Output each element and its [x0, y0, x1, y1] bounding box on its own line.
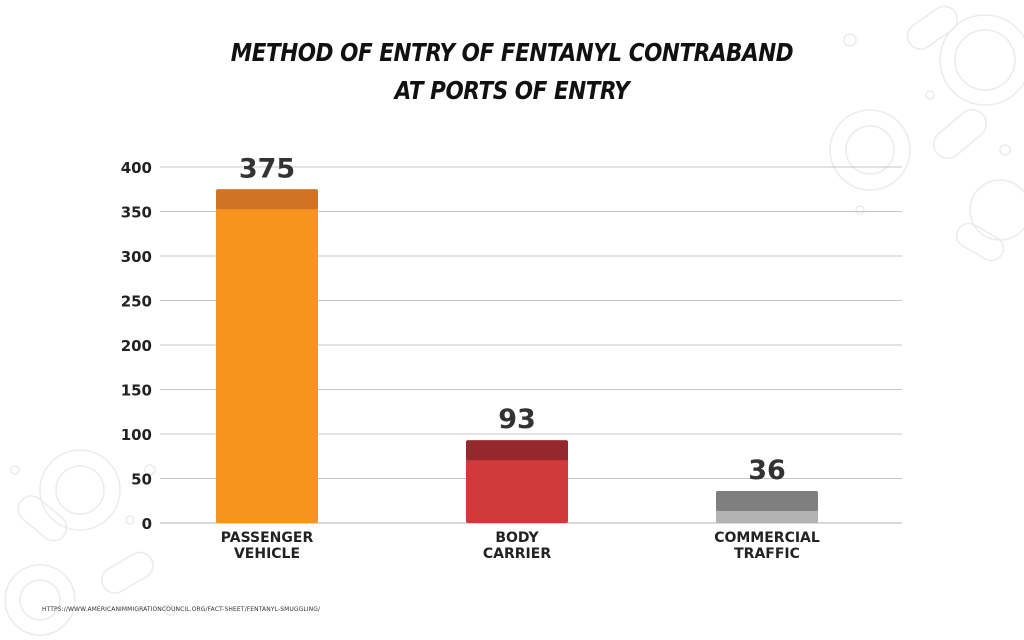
category-label-1-1: CARRIER [483, 546, 551, 562]
bar-cap-1 [466, 440, 568, 461]
value-label-0: 375 [239, 153, 295, 184]
y-tick-label-200: 200 [121, 337, 152, 355]
bars [216, 189, 818, 523]
category-label-1-0: BODY [495, 530, 539, 546]
category-label-0-0: PASSENGER [221, 530, 314, 546]
y-tick-label-50: 50 [131, 471, 152, 489]
bar-0 [216, 189, 318, 523]
chart-title-line-1: METHOD OF ENTRY OF FENTANYL CONTRABAND [230, 38, 794, 67]
y-tick-label-100: 100 [121, 426, 152, 444]
y-axis-ticks: 0 50 100 150 200 250 300 350 400 [121, 159, 152, 533]
y-tick-label-350: 350 [121, 204, 152, 222]
category-label-0-1: VEHICLE [234, 546, 300, 562]
y-tick-label-400: 400 [121, 159, 152, 177]
bar-cap-0 [216, 189, 318, 210]
bar-1 [466, 440, 568, 523]
y-tick-label-300: 300 [121, 248, 152, 266]
category-label-2-0: COMMERCIAL [714, 530, 820, 546]
source-note: HTTPS://WWW.AMERICANIMMIGRATIONCOUNCIL.O… [42, 606, 321, 613]
y-tick-label-250: 250 [121, 293, 152, 311]
value-label-1: 93 [498, 404, 536, 435]
chart-title-line-2: AT PORTS OF ENTRY [394, 76, 630, 105]
y-tick-label-150: 150 [121, 382, 152, 400]
category-label-2-1: TRAFFIC [734, 546, 800, 562]
y-tick-label-0: 0 [142, 515, 152, 533]
chart-title: METHOD OF ENTRY OF FENTANYL CONTRABAND A… [72, 34, 953, 110]
value-label-2: 36 [748, 455, 786, 486]
bar-cap-2 [716, 490, 818, 511]
